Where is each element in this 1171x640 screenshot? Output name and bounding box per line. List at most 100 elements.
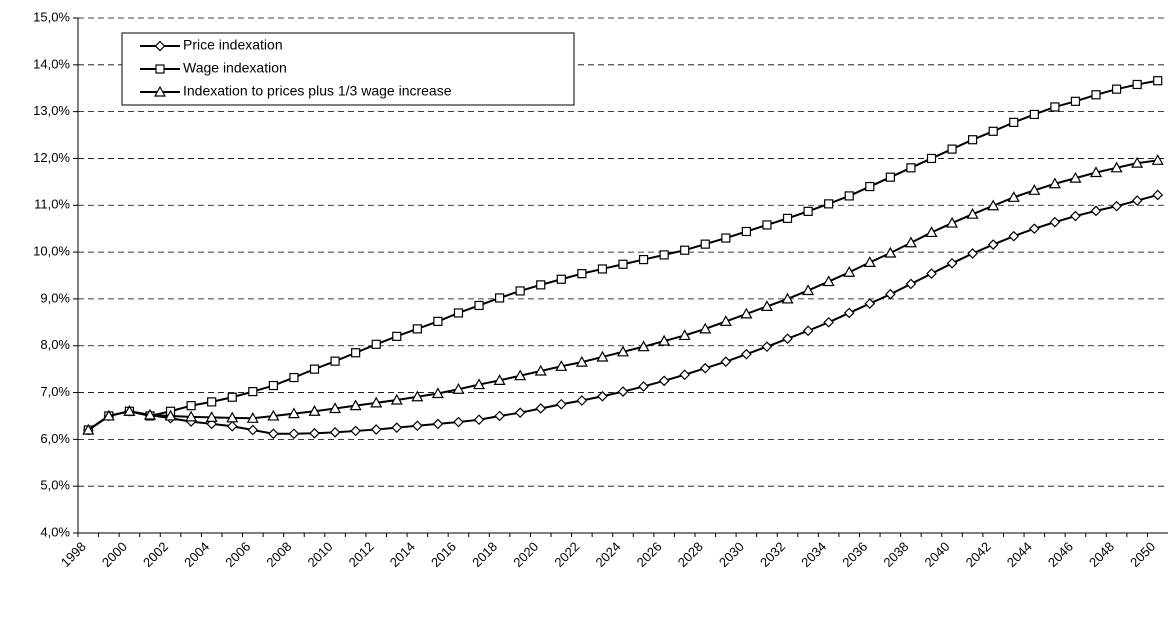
x-tick-label: 2032 (757, 539, 788, 570)
marker (1028, 223, 1040, 235)
marker (268, 428, 279, 440)
marker (576, 395, 588, 406)
marker (699, 322, 712, 334)
marker (904, 236, 917, 248)
marker (493, 374, 506, 385)
marker (781, 292, 794, 304)
x-tick-label: 2034 (798, 539, 829, 570)
marker (267, 409, 280, 421)
marker (1049, 216, 1061, 228)
x-tick-label: 2004 (181, 539, 212, 570)
x-tick-label: 2010 (305, 539, 336, 570)
legend-label: Wage indexation (183, 60, 287, 76)
marker (1070, 210, 1081, 222)
marker (226, 420, 238, 432)
marker (1131, 195, 1143, 206)
x-tick-label: 2014 (387, 539, 418, 570)
marker (153, 85, 167, 97)
series-line (87, 194, 1158, 435)
marker (741, 348, 752, 360)
marker (658, 375, 670, 387)
marker (186, 401, 196, 411)
y-tick-label: 15,0% (33, 9, 70, 24)
marker (330, 356, 340, 366)
marker (864, 298, 876, 309)
marker (616, 345, 630, 357)
x-tick-label: 2002 (140, 539, 171, 570)
marker (556, 274, 566, 284)
marker (1008, 230, 1020, 242)
marker (638, 381, 649, 392)
x-tick-label: 2036 (839, 539, 870, 570)
marker (329, 402, 342, 414)
marker (143, 408, 157, 420)
marker (1028, 184, 1041, 195)
legend-label: Price indexation (183, 37, 283, 53)
marker (741, 226, 751, 237)
marker (268, 380, 278, 391)
marker (947, 144, 957, 154)
marker (1132, 79, 1142, 90)
marker (247, 424, 259, 436)
marker (926, 153, 937, 164)
marker (968, 135, 978, 145)
x-tick-label: 2038 (880, 539, 911, 570)
y-tick-label: 8,0% (40, 337, 70, 352)
marker (309, 364, 320, 374)
y-tick-label: 10,0% (33, 244, 70, 259)
legend-label: Indexation to prices plus 1/3 wage incre… (183, 83, 452, 99)
marker (226, 411, 239, 423)
x-tick-label: 2042 (963, 539, 994, 570)
marker (154, 40, 166, 52)
marker (638, 254, 649, 265)
y-tick-label: 12,0% (33, 150, 70, 165)
marker (514, 407, 526, 419)
marker (577, 269, 587, 279)
marker (678, 329, 691, 341)
marker (1029, 109, 1039, 120)
marker (155, 64, 165, 74)
marker (246, 412, 259, 423)
marker (536, 280, 546, 290)
marker (843, 307, 855, 319)
y-tick-label: 5,0% (40, 478, 70, 493)
marker (823, 316, 835, 328)
marker (658, 334, 671, 346)
marker (411, 390, 424, 402)
marker (967, 248, 978, 259)
marker (680, 245, 690, 255)
marker (392, 331, 402, 341)
legend: Price indexation Wage indexation Indexatio… (121, 32, 575, 106)
marker (495, 293, 505, 303)
marker (679, 369, 691, 381)
marker (1111, 84, 1122, 94)
x-tick-label: 2008 (263, 539, 294, 570)
marker (761, 341, 773, 353)
marker (659, 250, 669, 260)
marker (473, 378, 486, 390)
marker (843, 265, 856, 277)
marker (329, 426, 341, 438)
marker (987, 239, 999, 250)
marker (391, 422, 403, 434)
x-tick-label: 1998 (58, 539, 89, 570)
marker (885, 172, 895, 182)
marker (227, 392, 237, 402)
marker (865, 181, 875, 192)
y-tick-label: 9,0% (40, 290, 70, 305)
marker (596, 350, 609, 362)
marker (925, 226, 938, 238)
marker (370, 424, 382, 435)
marker (474, 300, 484, 311)
marker (906, 163, 916, 173)
marker (762, 220, 772, 230)
marker (1007, 191, 1020, 202)
marker (802, 284, 815, 296)
marker (720, 356, 732, 367)
marker (287, 407, 300, 419)
marker (1009, 117, 1019, 128)
marker (1151, 154, 1164, 165)
x-tick-label: 2040 (922, 539, 953, 570)
marker (288, 428, 300, 440)
